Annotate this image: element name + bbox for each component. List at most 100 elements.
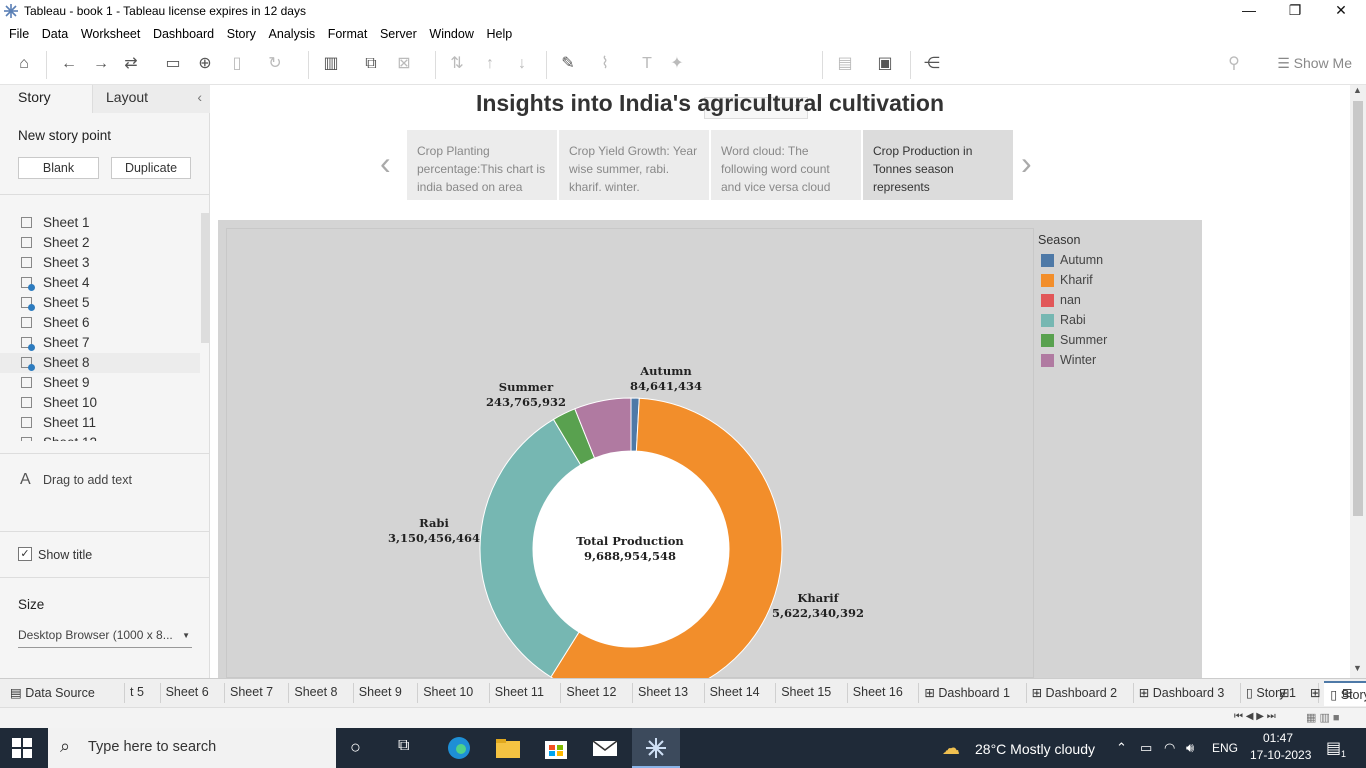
tab-story[interactable]: ▯ Story 1 — [1246, 685, 1296, 700]
tab-dashboard[interactable]: ⊞ Dashboard 3 — [1139, 685, 1225, 700]
show-title-checkbox[interactable]: ✓ — [18, 547, 32, 561]
taskbar-search[interactable]: ⌕ Type here to search — [48, 728, 336, 768]
close-button[interactable]: ✕ — [1335, 2, 1347, 18]
sheet-list-item[interactable]: Sheet 11 — [0, 413, 200, 433]
highlight-icon[interactable]: ✎ — [561, 55, 575, 72]
wifi-icon[interactable]: ◠ — [1164, 740, 1176, 755]
new-story-tab-icon[interactable]: ⊞ — [1342, 686, 1353, 700]
tab-sheet[interactable]: Sheet 6 — [166, 685, 209, 699]
weather-text[interactable]: 28°C Mostly cloudy — [975, 741, 1095, 757]
chevron-up-icon[interactable]: ⌃ — [1116, 740, 1127, 755]
store-icon[interactable] — [543, 736, 569, 760]
legend-item[interactable]: Summer — [1041, 331, 1191, 349]
story-point-2[interactable]: Crop Yield Growth: Year wise summer, rab… — [559, 130, 709, 200]
collapse-icon[interactable]: ‹ — [197, 89, 202, 105]
paint-icon[interactable]: ⚲ — [1228, 55, 1240, 72]
new-dashboard-tab-icon[interactable]: ⊞ — [1310, 686, 1321, 700]
tab-dashboard[interactable]: ⊞ Dashboard 2 — [1032, 685, 1118, 700]
menu-file[interactable]: File — [9, 27, 30, 41]
tab-story[interactable]: Story — [0, 85, 92, 113]
story-point-4[interactable]: Crop Production in Tonnes season represe… — [863, 130, 1013, 200]
story-point-3[interactable]: Word cloud: The following word count and… — [711, 130, 861, 200]
tab-sheet[interactable]: Sheet 13 — [638, 685, 688, 699]
menu-story[interactable]: Story — [226, 27, 256, 41]
sheet-list-item[interactable]: Sheet 10 — [0, 393, 200, 413]
tab-data-source[interactable]: ▤ Data Source — [10, 685, 95, 700]
volume-icon[interactable]: 🔊︎ — [1186, 740, 1195, 755]
swap-icon[interactable]: ⇅ — [450, 55, 464, 72]
new-worksheet-tab-icon[interactable]: ⊞ — [1279, 686, 1290, 700]
scroll-down-icon[interactable]: ▼ — [1353, 663, 1362, 673]
tab-sheet[interactable]: Sheet 10 — [423, 685, 473, 699]
tab-sheet[interactable]: Sheet 11 — [495, 685, 544, 699]
legend-item[interactable]: Autumn — [1041, 251, 1191, 269]
scroll-up-icon[interactable]: ▲ — [1353, 85, 1362, 95]
tab-nav-first-icon[interactable]: ⏮ ◀ ▶ ⏭ — [1234, 711, 1276, 722]
sheet-list-item[interactable]: Sheet 4 — [0, 273, 200, 293]
battery-icon[interactable]: ▭ — [1140, 740, 1153, 755]
menu-window[interactable]: Window — [429, 27, 474, 41]
sheet-list-item[interactable]: Sheet 7 — [0, 333, 200, 353]
refresh-icon[interactable]: ↻ — [268, 55, 282, 72]
sheet-list-item[interactable]: Sheet 12 — [0, 433, 200, 441]
edge-icon[interactable] — [446, 736, 472, 760]
duplicate-sheet-icon[interactable]: ⧉ — [365, 55, 377, 72]
tab-sheet[interactable]: Sheet 16 — [853, 685, 903, 699]
tableau-taskbar-app[interactable] — [632, 728, 680, 768]
clock-date[interactable]: 17-10-2023 — [1250, 748, 1312, 762]
tab-sheet[interactable]: Sheet 12 — [566, 685, 616, 699]
legend-item[interactable]: nan — [1041, 291, 1191, 309]
menu-worksheet[interactable]: Worksheet — [80, 27, 141, 41]
drag-text-item[interactable]: Drag to add text — [43, 473, 132, 487]
presentation-icon[interactable]: ▣ — [877, 55, 893, 72]
weather-icon[interactable]: ☁ — [942, 738, 960, 758]
mail-icon[interactable] — [592, 736, 618, 760]
legend-item[interactable]: Winter — [1041, 351, 1191, 369]
windows-start-icon[interactable] — [12, 738, 38, 762]
sort-desc-icon[interactable]: ↓ — [518, 55, 526, 72]
sheet-list-item[interactable]: Sheet 2 — [0, 233, 200, 253]
maximize-button[interactable]: ❐ — [1288, 2, 1302, 18]
show-me-button[interactable]: ☰ Show Me — [1277, 55, 1352, 72]
sheet-list-scrollbar[interactable] — [201, 213, 209, 343]
vertical-scrollbar[interactable]: ▲ ▼ — [1350, 85, 1366, 678]
tab-sheet[interactable]: t 5 — [130, 685, 144, 699]
menu-server[interactable]: Server — [379, 27, 417, 41]
tab-sheet[interactable]: Sheet 14 — [710, 685, 760, 699]
sheet-list-item[interactable]: Sheet 1 — [0, 213, 200, 233]
home-icon[interactable]: ⌂ — [19, 55, 29, 72]
new-sheet-icon[interactable]: ▥ — [323, 55, 339, 72]
tab-dashboard[interactable]: ⊞ Dashboard 1 — [924, 685, 1010, 700]
sheet-list-item[interactable]: Sheet 9 — [0, 373, 200, 393]
legend-item[interactable]: Rabi — [1041, 311, 1191, 329]
tab-story[interactable]: ▯ Story 2 — [1324, 681, 1366, 706]
blank-button[interactable]: Blank — [18, 157, 99, 179]
replay-icon[interactable]: ⇄ — [124, 55, 138, 72]
tab-sheet[interactable]: Sheet 7 — [230, 685, 273, 699]
language-indicator[interactable]: ENG — [1212, 741, 1239, 755]
scroll-thumb[interactable] — [1353, 101, 1363, 516]
sort-asc-icon[interactable]: ↑ — [486, 55, 494, 72]
story-point-1[interactable]: Crop Planting percentage:This chart is i… — [407, 130, 557, 200]
menu-data[interactable]: Data — [41, 27, 69, 41]
fit-dropdown[interactable]: ▼ — [704, 97, 808, 119]
size-dropdown[interactable]: Desktop Browser (1000 x 8... ▼ — [18, 628, 192, 648]
menu-help[interactable]: Help — [486, 27, 513, 41]
pin-icon[interactable]: ✦ — [670, 55, 684, 72]
new-datasource-icon[interactable]: ⊕ — [198, 55, 212, 72]
prev-story-point-icon[interactable]: ‹ — [380, 145, 391, 181]
menu-dashboard[interactable]: Dashboard — [152, 27, 215, 41]
view-mode-icons[interactable]: ▦ ▥ ■ — [1306, 712, 1340, 724]
file-explorer-icon[interactable] — [495, 736, 521, 760]
undo-icon[interactable]: ← — [61, 55, 77, 72]
tab-sheet[interactable]: Sheet 9 — [359, 685, 402, 699]
save-icon[interactable]: ▭ — [165, 55, 181, 72]
sheet-list-item[interactable]: Sheet 5 — [0, 293, 200, 313]
legend-item[interactable]: Kharif — [1041, 271, 1191, 289]
duplicate-button[interactable]: Duplicate — [111, 157, 191, 179]
sheet-list-item[interactable]: Sheet 3 — [0, 253, 200, 273]
clear-sheet-icon[interactable]: ⊠ — [397, 55, 411, 72]
cortana-icon[interactable]: ○ — [350, 737, 361, 757]
menu-format[interactable]: Format — [327, 27, 368, 41]
minimize-button[interactable]: — — [1242, 2, 1256, 18]
